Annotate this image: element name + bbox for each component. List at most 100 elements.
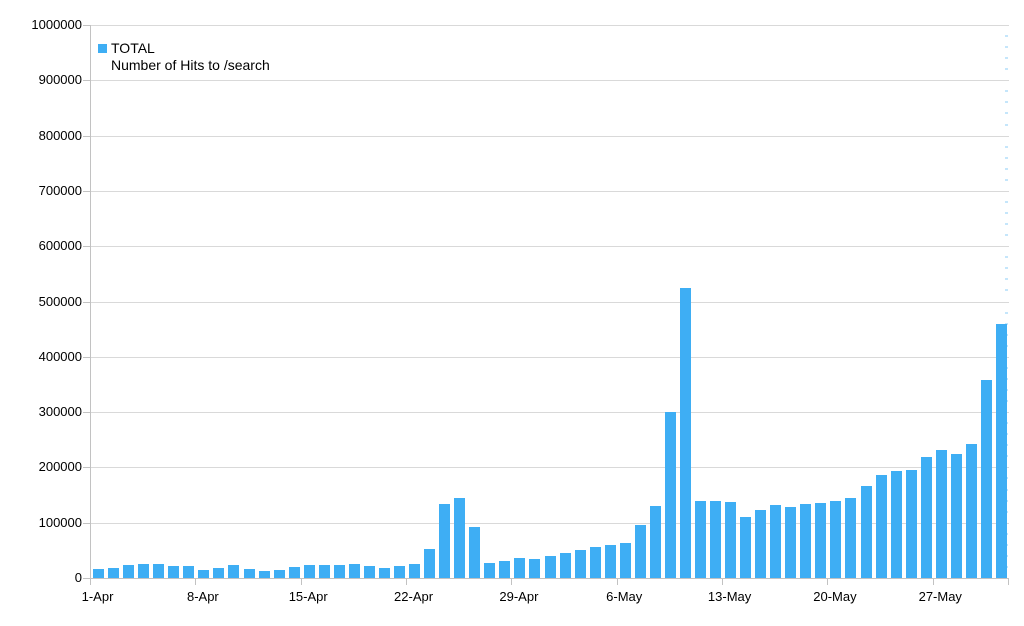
bar-27-May — [935, 450, 947, 578]
minor-tick — [1005, 256, 1008, 259]
chart-subtitle: Number of Hits to /search — [111, 57, 270, 73]
x-axis-line — [84, 578, 1009, 579]
bar-18-Apr — [348, 564, 360, 578]
bar-17-Apr — [333, 564, 345, 578]
bar-11-May — [694, 501, 706, 578]
bar-8-Apr — [198, 570, 210, 578]
gridline — [91, 25, 1009, 26]
x-axis-tick — [932, 578, 934, 585]
bar-29-Apr — [514, 557, 526, 578]
bar-20-May — [830, 500, 842, 578]
minor-tick — [1005, 90, 1008, 93]
bar-15-May — [755, 509, 767, 578]
bar-12-May — [710, 501, 722, 578]
bar-3-May — [574, 549, 586, 578]
gridline — [91, 467, 1009, 469]
bar-31-May — [995, 324, 1007, 578]
x-axis-tick — [300, 578, 302, 585]
bar-2-Apr — [108, 567, 120, 578]
gridline — [91, 356, 1009, 358]
bar-27-Apr — [484, 562, 496, 578]
bar-12-Apr — [258, 571, 270, 578]
bar-19-Apr — [363, 565, 375, 578]
y-axis-tick — [83, 301, 90, 303]
bar-28-May — [950, 453, 962, 578]
y-axis-tick — [83, 356, 90, 358]
gridline — [91, 522, 1009, 524]
bar-18-May — [800, 503, 812, 578]
x-axis-label: 20-May — [813, 589, 857, 604]
bar-17-May — [785, 507, 797, 578]
bar-7-May — [634, 525, 646, 578]
x-axis-label: 29-Apr — [499, 589, 539, 604]
chart-legend: TOTAL Number of Hits to /search — [98, 40, 270, 74]
minor-tick — [1005, 101, 1008, 104]
bar-14-May — [740, 517, 752, 578]
bar-29-May — [965, 443, 977, 578]
bar-9-Apr — [213, 567, 225, 578]
bar-23-May — [875, 474, 887, 578]
bar-1-Apr — [93, 569, 105, 578]
x-axis-tick — [722, 578, 724, 585]
bar-14-Apr — [288, 566, 300, 578]
bar-8-May — [649, 506, 661, 578]
bar-16-Apr — [318, 565, 330, 578]
minor-tick — [1005, 178, 1008, 181]
gridline — [91, 190, 1009, 192]
legend-entry-total: TOTAL — [98, 40, 270, 57]
y-axis-tick — [83, 135, 90, 137]
bar-11-Apr — [243, 568, 255, 578]
y-axis-label: 900000 — [38, 72, 82, 88]
gridline — [91, 80, 1009, 82]
bar-19-May — [815, 502, 827, 578]
y-axis-label: 400000 — [38, 348, 82, 364]
y-axis-labels: 0 100000 200000 300000 400000 500000 600000 700… — [0, 0, 82, 626]
bar-26-May — [920, 457, 932, 578]
bar-6-May — [619, 543, 631, 578]
legend-swatch-icon — [98, 44, 107, 53]
bar-22-May — [860, 485, 872, 578]
bar-21-Apr — [394, 565, 405, 578]
bar-10-May — [679, 287, 691, 578]
x-axis-label: 8-Apr — [186, 589, 219, 604]
bar-25-May — [905, 469, 917, 578]
bar-13-Apr — [273, 569, 285, 578]
x-axis-label: 1-Apr — [81, 589, 114, 604]
bar-1-May — [544, 555, 556, 578]
y-axis-tick — [83, 25, 90, 26]
x-axis-label: 27-May — [918, 589, 962, 604]
y-axis-label: 600000 — [38, 238, 82, 254]
minor-tick — [1005, 46, 1008, 49]
minor-tick — [1005, 68, 1008, 71]
x-axis-label: 13-May — [707, 589, 752, 604]
minor-tick — [1005, 311, 1008, 314]
bar-24-May — [890, 470, 902, 578]
x-axis-label: 6-May — [606, 589, 643, 604]
y-axis-tick — [83, 522, 90, 524]
minor-tick — [1005, 278, 1008, 281]
y-axis-label: 500000 — [38, 293, 82, 309]
bar-9-May — [664, 412, 676, 578]
x-axis-tick — [1008, 578, 1009, 585]
x-axis-label: 22-Apr — [394, 589, 434, 604]
bar-28-Apr — [499, 561, 511, 578]
bar-25-Apr — [454, 497, 466, 578]
minor-tick — [1005, 234, 1008, 237]
minor-tick — [1005, 57, 1008, 60]
x-axis-tick — [406, 578, 408, 585]
legend-series-label: TOTAL — [111, 40, 155, 56]
minor-tick — [1005, 322, 1008, 325]
x-axis-tick — [827, 578, 829, 585]
minor-tick — [1005, 223, 1008, 226]
y-axis-tick — [83, 578, 90, 579]
bar-5-Apr — [153, 564, 165, 578]
x-axis-tick — [90, 578, 91, 585]
y-axis-tick — [83, 246, 90, 248]
minor-tick — [1005, 167, 1008, 170]
gridline — [91, 412, 1009, 414]
gridline — [91, 135, 1009, 137]
bar-4-May — [589, 547, 601, 578]
bar-13-May — [725, 502, 737, 578]
